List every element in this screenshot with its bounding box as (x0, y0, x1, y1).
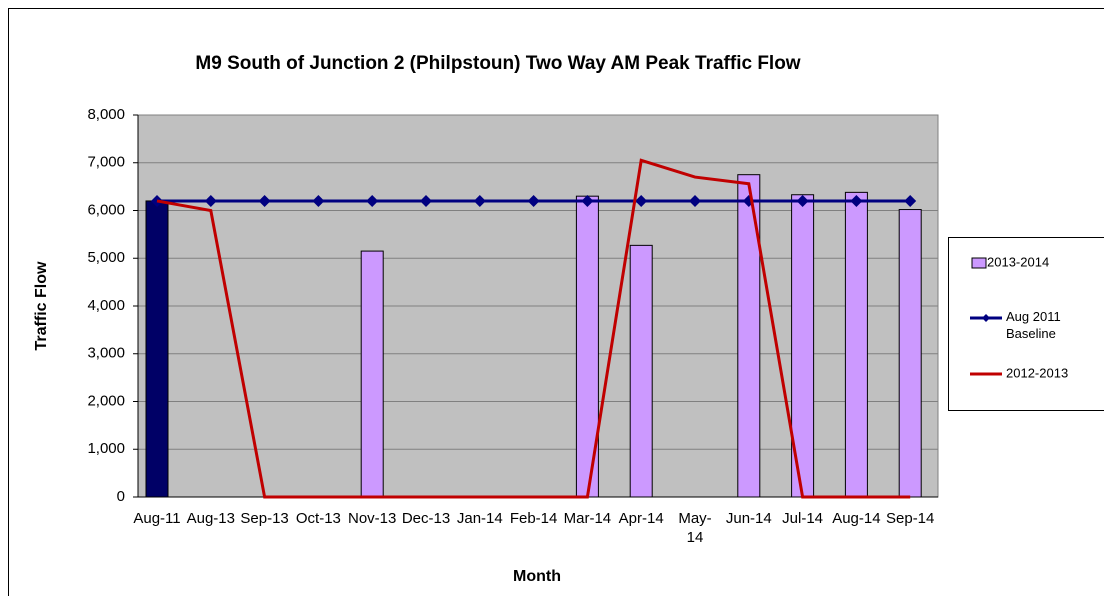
marker (473, 194, 486, 207)
legend-label: 2013-2014 (987, 254, 1049, 269)
y-tick-label: 8,000 (87, 106, 125, 123)
y-axis-label: Traffic Flow (33, 261, 50, 350)
x-tick-label: Apr-14 (618, 510, 664, 527)
y-tick-label: 4,000 (87, 297, 125, 314)
x-tick-label: Sep-13 (240, 510, 289, 527)
marker (850, 194, 863, 207)
x-tick-label: Jan-14 (456, 510, 503, 527)
marker (366, 194, 379, 207)
bar (898, 209, 922, 498)
x-tick-label: Aug-13 (186, 510, 235, 527)
legend-label: Aug 2011 Baseline (1006, 309, 1061, 341)
y-tick-label: 7,000 (87, 154, 125, 171)
y-tick-label: 5,000 (87, 249, 125, 266)
y-tick-label: 1,000 (87, 440, 125, 457)
marker (204, 194, 217, 207)
marker (581, 194, 594, 207)
x-tick-label: May-14 (678, 510, 712, 546)
chart-title: M9 South of Junction 2 (Philpstoun) Two … (195, 53, 800, 74)
x-tick-label: Jun-14 (725, 510, 772, 527)
x-tick-label: Aug-11 (133, 510, 181, 527)
x-tick-label: Dec-13 (401, 510, 451, 527)
x-tick-label: Mar-14 (563, 510, 612, 527)
chart-frame (8, 8, 1104, 596)
bar (360, 250, 384, 498)
line (156, 158, 911, 499)
legend-label: 2012-2013 (1006, 365, 1068, 380)
bar (737, 174, 761, 498)
x-tick-label: Feb-14 (509, 510, 558, 527)
marker (420, 194, 432, 207)
y-tick-label: 3,000 (87, 345, 125, 362)
bar (145, 200, 169, 498)
marker (689, 194, 701, 207)
marker (258, 194, 271, 207)
x-axis-label: Month (513, 568, 561, 585)
x-tick-label: Nov-13 (348, 510, 397, 527)
x-tick-label: Oct-13 (295, 510, 341, 527)
y-tick-label: 6,000 (87, 201, 125, 218)
marker (312, 194, 325, 207)
x-tick-label: Sep-14 (886, 510, 935, 527)
legend-marker (982, 314, 990, 322)
y-tick-label: 2,000 (87, 392, 125, 409)
marker (635, 194, 648, 207)
x-tick-label: Aug-14 (832, 510, 881, 527)
legend-swatch (971, 257, 987, 269)
marker (904, 194, 917, 207)
y-tick-label: 0 (117, 488, 125, 505)
bar (629, 244, 653, 498)
bar (844, 191, 868, 498)
marker (796, 194, 809, 207)
marker (527, 194, 540, 207)
x-tick-label: Jul-14 (782, 510, 824, 527)
